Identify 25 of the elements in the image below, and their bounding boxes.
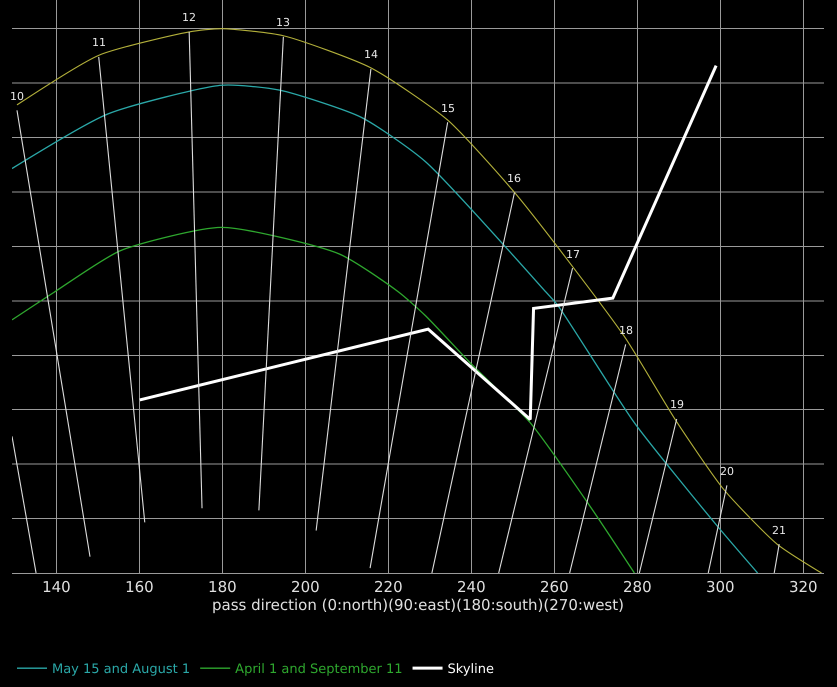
x-tick-label: 140: [42, 578, 71, 596]
annotation: 18: [619, 324, 633, 337]
annotation: 16: [507, 172, 521, 185]
x-tick-label: 260: [540, 578, 569, 596]
annotation: 13: [276, 16, 290, 29]
legend-label: Skyline: [448, 662, 494, 678]
annotation: 17: [566, 248, 580, 261]
x-tick-label: 300: [706, 578, 735, 596]
annotation: 11: [92, 36, 106, 49]
annotation: 19: [670, 398, 684, 411]
annotation: 21: [772, 524, 786, 537]
legend-label: May 15 and August 1: [52, 662, 190, 678]
x-tick-label: 280: [622, 578, 652, 596]
legend-label: April 1 and September 11: [235, 662, 403, 678]
x-tick-label: 220: [374, 578, 403, 596]
annotation: 14: [364, 48, 378, 61]
x-tick-label: 240: [457, 578, 486, 596]
annotation: 15: [441, 102, 455, 115]
annotation: 10: [10, 90, 24, 103]
x-axis-title: pass direction (0:north)(90:east)(180:south)(270:west): [212, 596, 624, 614]
annotation: 12: [182, 11, 196, 24]
x-tick-label: 160: [125, 578, 154, 596]
x-tick-label: 200: [291, 578, 320, 596]
x-tick-label: 320: [788, 578, 818, 596]
x-tick-label: 180: [208, 578, 237, 596]
